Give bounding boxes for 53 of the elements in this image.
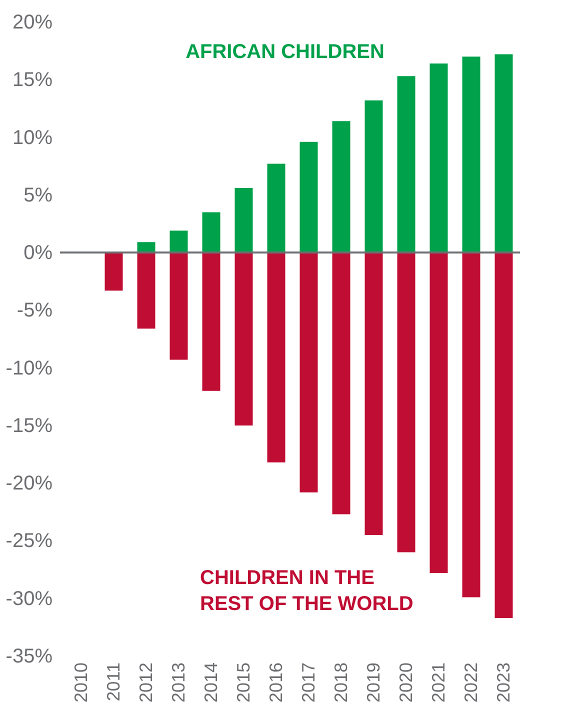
bar bbox=[494, 252, 513, 618]
y-tick-label: -10% bbox=[6, 357, 53, 380]
x-tick-label: 2013 bbox=[168, 662, 188, 703]
bar bbox=[494, 54, 513, 253]
y-tick-label: -15% bbox=[6, 414, 53, 437]
bar bbox=[397, 76, 416, 253]
bar bbox=[267, 164, 286, 253]
x-tick-label: 2012 bbox=[136, 662, 156, 703]
y-tick-label: 20% bbox=[12, 12, 53, 34]
y-tick-label: 0% bbox=[24, 242, 53, 264]
x-tick-label: 2010 bbox=[70, 662, 91, 703]
series-label: CHILDREN IN THE REST OF THE WORLD bbox=[200, 567, 414, 615]
bar bbox=[430, 252, 448, 574]
y-tick-label: -20% bbox=[6, 472, 53, 495]
x-tick-label: 2015 bbox=[233, 662, 254, 703]
bar bbox=[462, 56, 480, 253]
x-tick-label: 2017 bbox=[298, 662, 318, 703]
x-tick-label: 2020 bbox=[396, 662, 416, 703]
x-tick-label: 2023 bbox=[493, 662, 514, 703]
bar bbox=[170, 252, 188, 360]
bar bbox=[300, 142, 318, 253]
bar bbox=[332, 121, 350, 253]
y-tick-label: 5% bbox=[24, 184, 53, 206]
x-tick-label: 2022 bbox=[460, 662, 481, 703]
bar bbox=[300, 252, 318, 492]
bar bbox=[137, 242, 156, 253]
x-tick-label: 2018 bbox=[330, 662, 351, 703]
y-tick-label: -30% bbox=[6, 588, 53, 610]
x-tick-label: 2014 bbox=[200, 662, 221, 703]
series-label: AFRICAN CHILDREN bbox=[186, 41, 384, 63]
bar bbox=[104, 252, 123, 291]
y-tick-label: -25% bbox=[6, 530, 53, 552]
bar bbox=[234, 252, 253, 426]
y-tick-label: -5% bbox=[16, 300, 53, 322]
x-tick-label: 2019 bbox=[363, 662, 384, 703]
bar bbox=[202, 212, 220, 253]
y-tick-label: 10% bbox=[12, 126, 53, 149]
bar bbox=[332, 252, 350, 514]
y-tick-label: 15% bbox=[12, 69, 53, 92]
bar bbox=[202, 252, 220, 391]
x-tick-label: 2011 bbox=[103, 662, 124, 702]
bar bbox=[234, 188, 253, 253]
bar bbox=[364, 252, 383, 535]
bar bbox=[364, 100, 383, 253]
x-tick-label: 2016 bbox=[266, 662, 286, 703]
x-tick-label: 2021 bbox=[428, 662, 448, 703]
y-tick-label: -35% bbox=[6, 646, 53, 668]
bar bbox=[137, 252, 156, 329]
bar bbox=[430, 64, 448, 253]
bar bbox=[267, 252, 286, 462]
bar bbox=[397, 252, 416, 552]
bar bbox=[170, 230, 188, 253]
bar bbox=[462, 252, 480, 598]
